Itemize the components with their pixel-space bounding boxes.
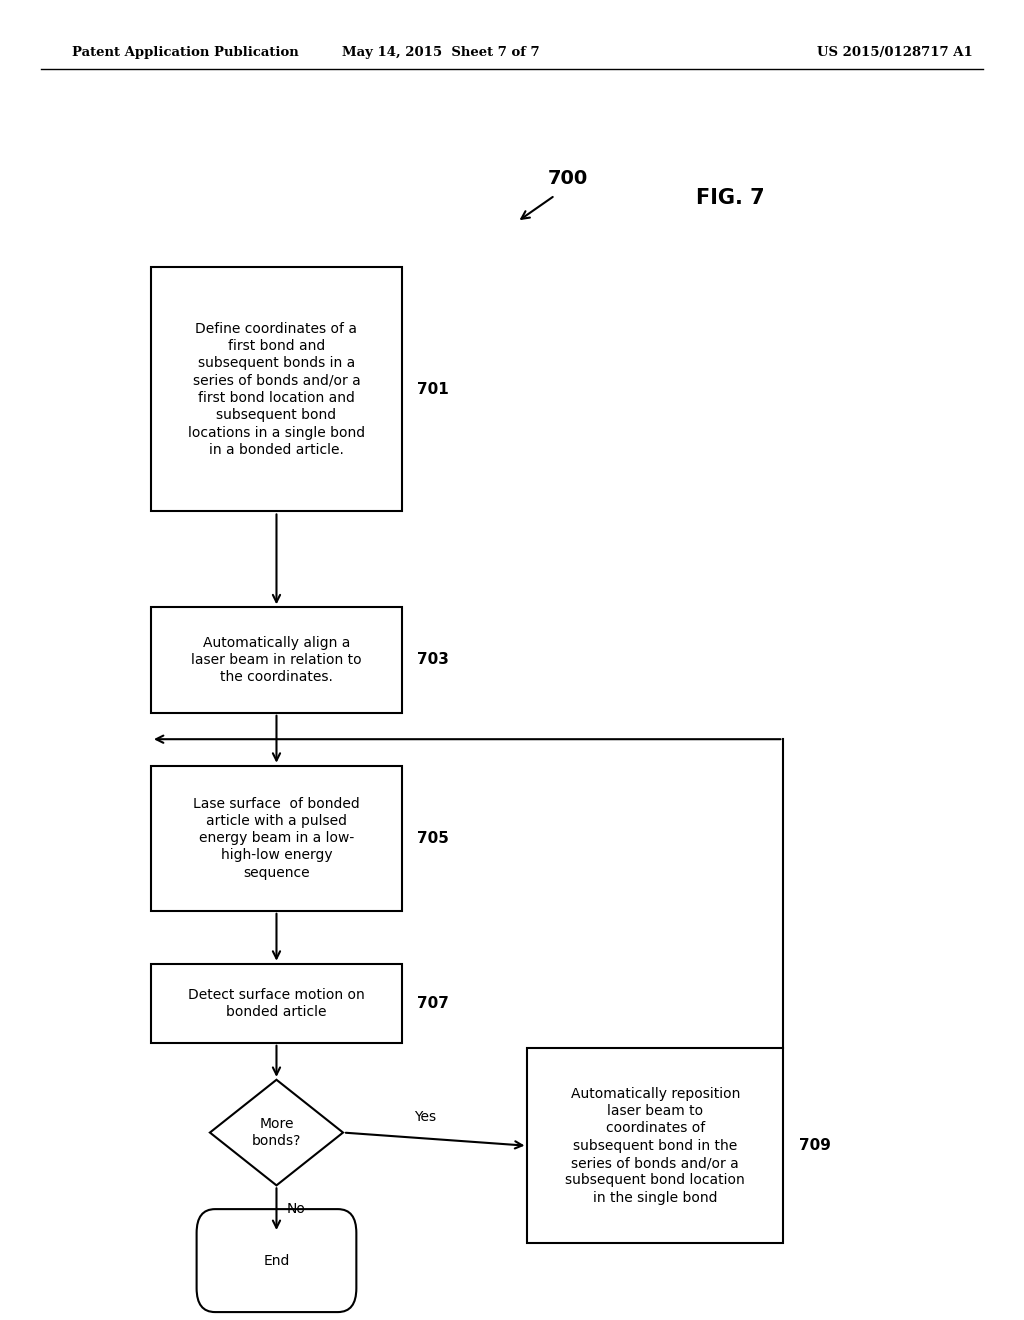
FancyBboxPatch shape xyxy=(152,267,401,511)
FancyBboxPatch shape xyxy=(527,1048,783,1243)
Text: Lase surface  of bonded
article with a pulsed
energy beam in a low-
high-low ene: Lase surface of bonded article with a pu… xyxy=(194,796,359,880)
FancyBboxPatch shape xyxy=(197,1209,356,1312)
Text: More
bonds?: More bonds? xyxy=(252,1117,301,1148)
Text: 701: 701 xyxy=(418,381,450,397)
FancyBboxPatch shape xyxy=(152,766,401,911)
Text: Patent Application Publication: Patent Application Publication xyxy=(72,46,298,59)
Text: End: End xyxy=(263,1254,290,1267)
Text: 700: 700 xyxy=(548,169,588,187)
Text: 703: 703 xyxy=(418,652,450,668)
Text: May 14, 2015  Sheet 7 of 7: May 14, 2015 Sheet 7 of 7 xyxy=(342,46,539,59)
Text: Define coordinates of a
first bond and
subsequent bonds in a
series of bonds and: Define coordinates of a first bond and s… xyxy=(188,322,365,457)
Text: Detect surface motion on
bonded article: Detect surface motion on bonded article xyxy=(188,987,365,1019)
Text: No: No xyxy=(287,1203,305,1216)
Text: US 2015/0128717 A1: US 2015/0128717 A1 xyxy=(817,46,973,59)
Polygon shape xyxy=(210,1080,343,1185)
FancyBboxPatch shape xyxy=(152,964,401,1043)
Text: FIG. 7: FIG. 7 xyxy=(696,187,765,209)
Text: 709: 709 xyxy=(799,1138,830,1154)
Text: 707: 707 xyxy=(418,995,450,1011)
Text: Automatically reposition
laser beam to
coordinates of
subsequent bond in the
ser: Automatically reposition laser beam to c… xyxy=(565,1086,745,1205)
FancyBboxPatch shape xyxy=(152,607,401,713)
Text: 705: 705 xyxy=(418,830,450,846)
Text: Automatically align a
laser beam in relation to
the coordinates.: Automatically align a laser beam in rela… xyxy=(191,636,361,684)
Text: Yes: Yes xyxy=(414,1110,436,1123)
